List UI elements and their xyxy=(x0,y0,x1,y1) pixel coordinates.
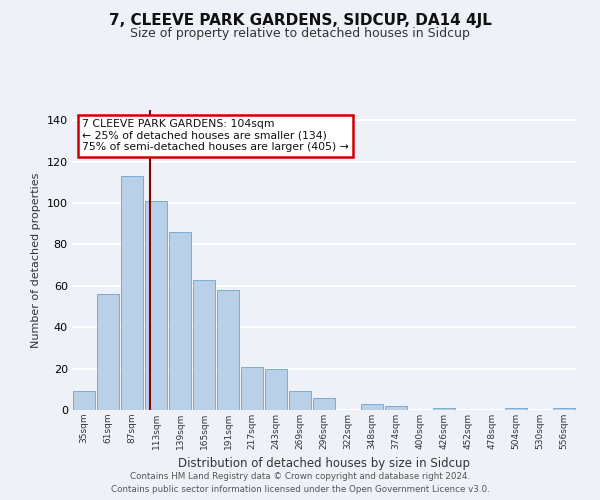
Bar xyxy=(121,176,143,410)
Bar xyxy=(145,201,167,410)
Y-axis label: Number of detached properties: Number of detached properties xyxy=(31,172,41,348)
Bar xyxy=(217,290,239,410)
Text: Size of property relative to detached houses in Sidcup: Size of property relative to detached ho… xyxy=(130,28,470,40)
Bar xyxy=(385,406,407,410)
Bar xyxy=(313,398,335,410)
Bar xyxy=(361,404,383,410)
Bar xyxy=(433,408,455,410)
Text: Contains public sector information licensed under the Open Government Licence v3: Contains public sector information licen… xyxy=(110,485,490,494)
Bar xyxy=(265,368,287,410)
X-axis label: Distribution of detached houses by size in Sidcup: Distribution of detached houses by size … xyxy=(178,458,470,470)
Text: 7, CLEEVE PARK GARDENS, SIDCUP, DA14 4JL: 7, CLEEVE PARK GARDENS, SIDCUP, DA14 4JL xyxy=(109,12,491,28)
Bar xyxy=(73,392,95,410)
Bar xyxy=(553,408,575,410)
Text: Contains HM Land Registry data © Crown copyright and database right 2024.: Contains HM Land Registry data © Crown c… xyxy=(130,472,470,481)
Bar xyxy=(289,392,311,410)
Bar xyxy=(169,232,191,410)
Text: 7 CLEEVE PARK GARDENS: 104sqm
← 25% of detached houses are smaller (134)
75% of : 7 CLEEVE PARK GARDENS: 104sqm ← 25% of d… xyxy=(82,119,349,152)
Bar xyxy=(97,294,119,410)
Bar xyxy=(193,280,215,410)
Bar xyxy=(505,408,527,410)
Bar xyxy=(241,366,263,410)
